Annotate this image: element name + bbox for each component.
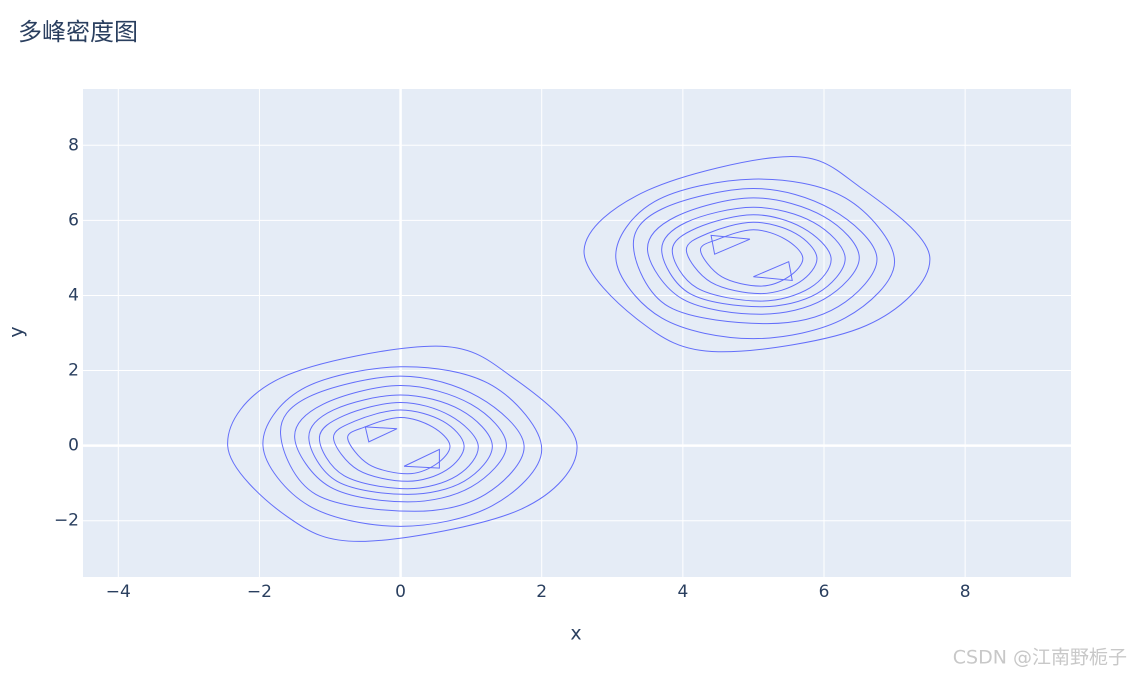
contour-line [753,260,793,282]
chart-title: 多峰密度图 [18,18,138,46]
contour-line [661,206,846,308]
x-tick-label: 2 [536,582,547,602]
y-tick-label: 4 [68,285,79,305]
contour-line [685,221,818,295]
x-axis-title: x [570,623,581,645]
plot-area [83,89,1071,577]
contour-line [308,394,493,495]
x-tick-label: −2 [247,582,272,602]
x-tick-label: 6 [819,582,830,602]
contour-line [700,229,804,287]
contour-line [710,234,751,255]
x-tick-label: −4 [106,582,131,602]
contour-line [227,345,578,542]
x-tick-label: 4 [677,582,688,602]
contour-line [615,178,896,340]
y-tick-label: −2 [54,511,79,531]
contour-line [318,401,479,490]
x-tick-label: 0 [395,582,406,602]
contour-line [280,375,525,512]
contour-line [583,156,931,353]
contour-line [671,214,832,302]
contours [227,156,931,542]
contour-line [364,426,398,443]
y-axis-title: y [6,326,28,337]
contour-line [632,187,878,325]
contour-line [262,366,543,527]
watermark: CSDN @江南野栀子 [953,647,1127,669]
x-tick-label: 8 [960,582,971,602]
contour-line [294,385,507,503]
contour-line [647,197,860,315]
y-tick-label: 0 [68,436,79,456]
contour-line [403,448,440,469]
contour-line [347,416,451,475]
contour-line [333,409,465,482]
y-tick-label: 8 [68,135,79,155]
y-tick-label: 2 [68,361,79,381]
y-tick-label: 6 [68,210,79,230]
